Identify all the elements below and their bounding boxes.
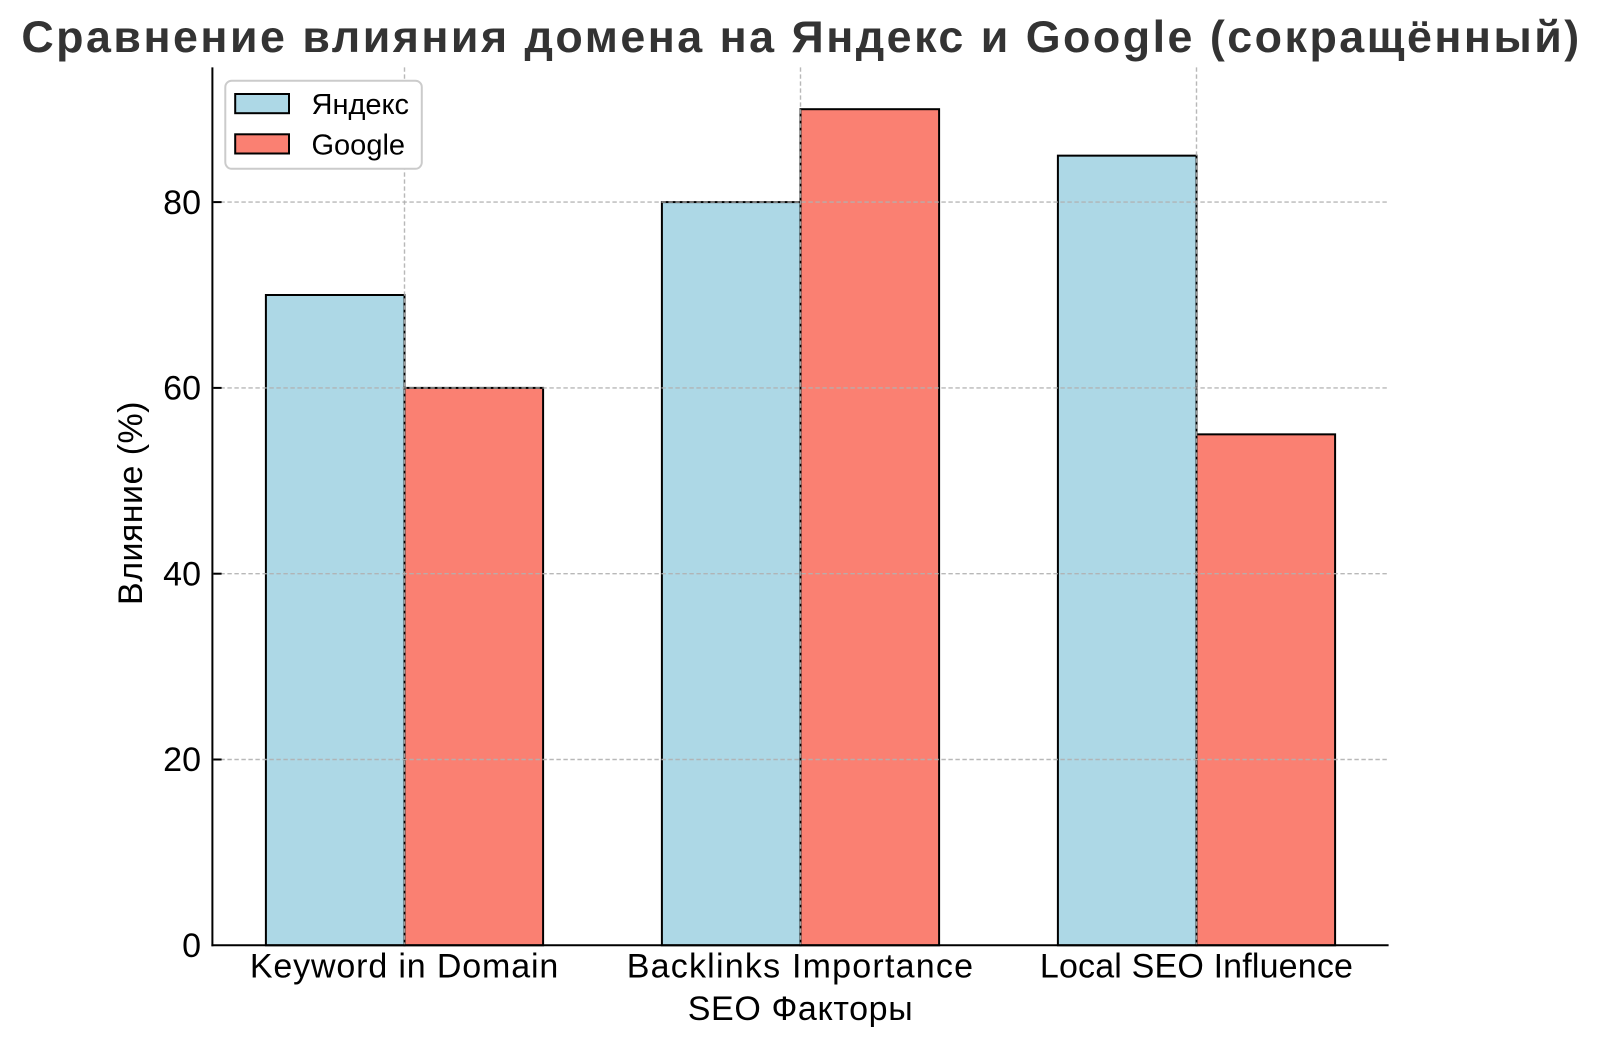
svg-text:Влияние (%): Влияние (%): [112, 401, 150, 605]
svg-text:SEO Факторы: SEO Факторы: [688, 990, 914, 1028]
svg-text:Local SEO Influence: Local SEO Influence: [1040, 947, 1353, 985]
svg-text:Сравнение влияния домена на Ян: Сравнение влияния домена на Яндекс и Goo…: [21, 12, 1581, 62]
svg-text:Backlinks Importance: Backlinks Importance: [627, 947, 975, 985]
svg-text:60: 60: [163, 370, 201, 408]
svg-text:20: 20: [163, 741, 201, 779]
svg-text:40: 40: [163, 555, 201, 593]
svg-text:Яндекс: Яндекс: [312, 89, 410, 121]
svg-text:Keyword in Domain: Keyword in Domain: [250, 947, 559, 985]
svg-text:80: 80: [163, 184, 201, 222]
svg-text:Google: Google: [312, 129, 406, 161]
svg-text:0: 0: [182, 927, 201, 965]
